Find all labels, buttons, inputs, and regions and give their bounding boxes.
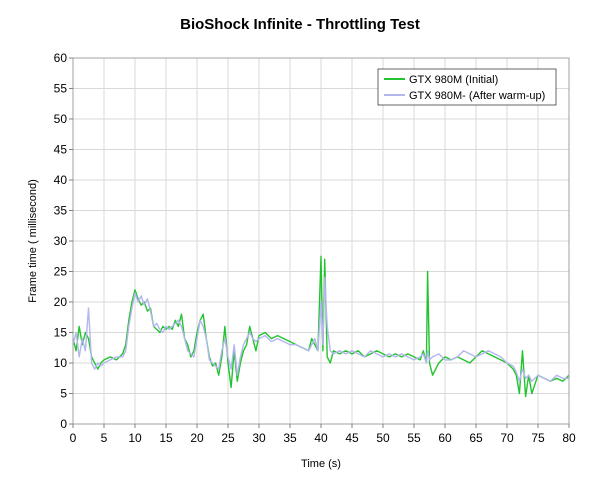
y-tick-label: 10 [54, 356, 68, 370]
series-layer [72, 255, 570, 398]
x-tick-label: 50 [376, 431, 390, 445]
y-tick-label: 55 [54, 82, 68, 96]
series-line-1 [72, 276, 569, 382]
x-tick-label: 70 [500, 431, 514, 445]
x-tick-label: 55 [407, 431, 421, 445]
legend: GTX 980M (Initial) GTX 980M- (After warm… [377, 68, 557, 106]
x-tick-label: 40 [314, 431, 328, 445]
x-axis-label: Time (s) [301, 458, 341, 470]
y-tick-label: 45 [54, 143, 68, 157]
y-tick-label: 5 [60, 387, 67, 401]
x-tick-label: 0 [70, 431, 77, 445]
legend-label-initial: GTX 980M (Initial) [409, 74, 498, 86]
x-tick-label: 20 [190, 431, 204, 445]
chart-title: BioShock Infinite - Throttling Test [180, 16, 420, 33]
y-tick-label: 35 [54, 204, 68, 218]
y-tick-label: 25 [54, 265, 68, 279]
y-axis-label: Frame time ( millisecond) [27, 179, 39, 302]
x-tick-label: 45 [345, 431, 359, 445]
legend-box [377, 68, 557, 106]
y-tick-label: 40 [54, 173, 68, 187]
y-tick-label: 15 [54, 326, 68, 340]
x-tick-label: 25 [221, 431, 235, 445]
legend-label-warm: GTX 980M- (After warm-up) [409, 90, 545, 102]
x-tick-label: 15 [159, 431, 173, 445]
x-axis: 0 5 10 15 20 25 30 35 40 45 50 55 60 65 70 75 80 [70, 424, 576, 445]
x-tick-label: 80 [562, 431, 576, 445]
y-tick-label: 20 [54, 295, 68, 309]
y-tick-label: 60 [54, 51, 68, 65]
x-tick-label: 35 [283, 431, 297, 445]
x-tick-label: 60 [438, 431, 452, 445]
x-tick-label: 5 [101, 431, 108, 445]
y-tick-label: 30 [54, 234, 68, 248]
y-tick-label: 50 [54, 112, 68, 126]
x-tick-label: 30 [252, 431, 266, 445]
grid [72, 57, 570, 425]
x-tick-label: 65 [469, 431, 483, 445]
y-tick-label: 0 [60, 417, 67, 431]
y-axis: 0 5 10 15 20 25 30 35 40 45 50 55 60 [54, 51, 73, 431]
x-tick-label: 10 [128, 431, 142, 445]
x-tick-label: 75 [531, 431, 545, 445]
